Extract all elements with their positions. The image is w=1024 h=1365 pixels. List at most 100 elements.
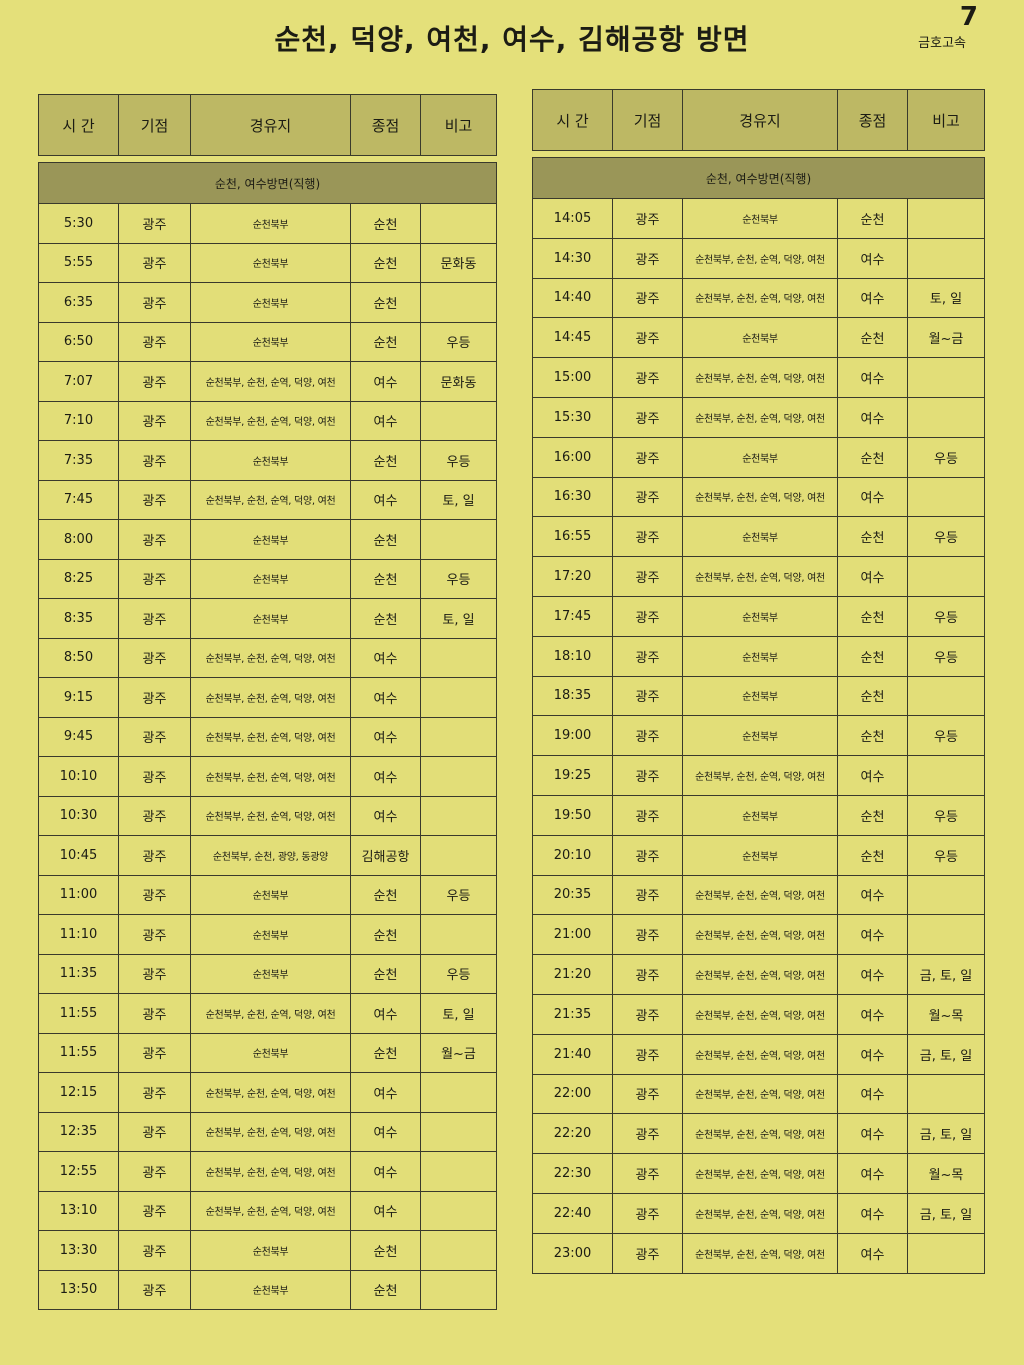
cell-time: 16:00	[532, 436, 613, 478]
cell-time: 7:10	[38, 400, 119, 441]
header-row: 시 간 기점 경유지 종점 비고	[532, 89, 985, 151]
table-row: 11:10 광주 순천북부 순천	[38, 914, 497, 955]
cell-origin: 광주	[612, 1192, 683, 1234]
cell-note: 월~목	[907, 1153, 985, 1194]
header-note: 비고	[420, 94, 497, 156]
cell-note	[420, 203, 497, 244]
cell-origin: 광주	[612, 635, 683, 677]
cell-origin: 광주	[118, 1269, 191, 1310]
cell-destination: 여수	[350, 993, 421, 1034]
cell-destination: 순천	[350, 598, 421, 639]
cell-origin: 광주	[612, 1073, 683, 1115]
table-row: 17:45 광주 순천북부 순천 우등	[532, 595, 985, 637]
cell-destination: 순천	[350, 282, 421, 323]
cell-note	[420, 400, 497, 441]
table-row: 22:40 광주 순천북부, 순천, 순역, 덕양, 여천 여수 금, 토, 일	[532, 1192, 985, 1234]
cell-time: 21:40	[532, 1033, 613, 1075]
cell-time: 21:00	[532, 914, 613, 956]
header-origin: 기점	[612, 89, 683, 151]
section-row: 순천, 여수방면(직행)	[532, 157, 985, 199]
section-title: 순천, 여수방면(직행)	[38, 162, 497, 204]
cell-time: 19:50	[532, 794, 613, 836]
cell-time: 21:20	[532, 954, 613, 995]
cell-destination: 여수	[837, 277, 908, 319]
cell-note	[907, 237, 985, 279]
cell-origin: 광주	[118, 321, 191, 362]
cell-destination: 여수	[350, 677, 421, 718]
cell-note	[907, 357, 985, 398]
table-row: 22:00 광주 순천북부, 순천, 순역, 덕양, 여천 여수	[532, 1073, 985, 1115]
cell-destination: 순천	[350, 440, 421, 481]
table-row: 16:30 광주 순천북부, 순천, 순역, 덕양, 여천 여수	[532, 476, 985, 518]
cell-via: 순천북부	[190, 321, 351, 362]
table-row: 14:40 광주 순천북부, 순천, 순역, 덕양, 여천 여수 토, 일	[532, 277, 985, 319]
cell-note: 우등	[907, 715, 985, 757]
cell-via: 순천북부	[190, 1269, 351, 1310]
cell-time: 17:45	[532, 595, 613, 637]
cell-note: 금, 토, 일	[907, 1192, 985, 1234]
table-row: 9:45 광주 순천북부, 순천, 순역, 덕양, 여천 여수	[38, 716, 497, 757]
header-via: 경유지	[190, 94, 351, 156]
cell-note	[907, 755, 985, 796]
cell-origin: 광주	[118, 677, 191, 718]
cell-time: 12:15	[38, 1072, 119, 1113]
cell-note	[420, 756, 497, 797]
cell-via: 순천북부, 순천, 순역, 덕양, 여천	[190, 795, 351, 836]
cell-origin: 광주	[612, 914, 683, 956]
cell-via: 순천북부	[190, 1230, 351, 1271]
cell-destination: 순천	[837, 516, 908, 558]
cell-note: 우등	[907, 516, 985, 558]
table-row: 13:30 광주 순천북부 순천	[38, 1230, 497, 1271]
cell-destination: 순천	[350, 914, 421, 955]
cell-time: 8:25	[38, 558, 119, 599]
cell-note: 월~금	[420, 1032, 497, 1073]
cell-note: 문화동	[420, 242, 497, 283]
table-row: 17:20 광주 순천북부, 순천, 순역, 덕양, 여천 여수	[532, 556, 985, 597]
cell-destination: 순천	[837, 834, 908, 876]
cell-destination: 순천	[350, 519, 421, 560]
cell-destination: 여수	[837, 755, 908, 796]
table-row: 15:30 광주 순천북부, 순천, 순역, 덕양, 여천 여수	[532, 396, 985, 438]
cell-destination: 여수	[837, 396, 908, 438]
cell-origin: 광주	[118, 203, 191, 244]
cell-via: 순천북부	[190, 558, 351, 599]
cell-destination: 순천	[350, 242, 421, 283]
cell-note: 우등	[907, 794, 985, 836]
table-row: 12:15 광주 순천북부, 순천, 순역, 덕양, 여천 여수	[38, 1072, 497, 1113]
cell-via: 순천북부, 순천, 순역, 덕양, 여천	[682, 755, 838, 796]
table-row: 22:20 광주 순천북부, 순천, 순역, 덕양, 여천 여수 금, 토, 일	[532, 1113, 985, 1155]
cell-via: 순천북부, 순천, 순역, 덕양, 여천	[190, 361, 351, 402]
cell-time: 7:35	[38, 440, 119, 481]
cell-via: 순천북부	[682, 436, 838, 478]
cell-origin: 광주	[612, 1232, 683, 1274]
header-destination: 종점	[837, 89, 908, 151]
cell-origin: 광주	[612, 476, 683, 518]
cell-origin: 광주	[118, 242, 191, 283]
cell-origin: 광주	[118, 1072, 191, 1113]
table-row: 18:10 광주 순천북부 순천 우등	[532, 635, 985, 677]
header-note: 비고	[907, 89, 985, 151]
cell-time: 13:10	[38, 1190, 119, 1231]
table-row: 8:35 광주 순천북부 순천 토, 일	[38, 598, 497, 639]
cell-note	[907, 396, 985, 438]
section-title: 순천, 여수방면(직행)	[532, 157, 985, 199]
cell-note: 토, 일	[907, 277, 985, 319]
cell-via: 순천북부	[190, 1032, 351, 1073]
cell-time: 20:10	[532, 834, 613, 876]
cell-via: 순천북부, 순천, 순역, 덕양, 여천	[190, 479, 351, 520]
cell-time: 22:20	[532, 1113, 613, 1155]
cell-origin: 광주	[118, 519, 191, 560]
cell-via: 순천북부	[682, 595, 838, 637]
cell-via: 순천북부	[682, 715, 838, 757]
cell-time: 23:00	[532, 1232, 613, 1274]
cell-via: 순천북부	[190, 203, 351, 244]
cell-via: 순천북부, 순천, 순역, 덕양, 여천	[682, 1232, 838, 1274]
cell-origin: 광주	[612, 237, 683, 279]
cell-via: 순천북부, 순천, 순역, 덕양, 여천	[682, 993, 838, 1035]
cell-note	[420, 1269, 497, 1310]
cell-time: 11:10	[38, 914, 119, 955]
cell-note	[420, 1190, 497, 1231]
cell-note: 금, 토, 일	[907, 954, 985, 995]
cell-destination: 순천	[350, 321, 421, 362]
cell-via: 순천북부	[190, 282, 351, 323]
